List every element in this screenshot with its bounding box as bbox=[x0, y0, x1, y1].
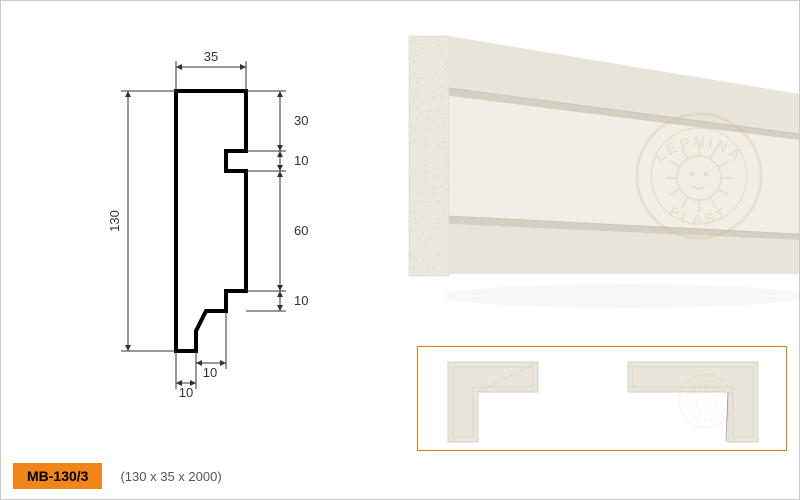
svg-text:10: 10 bbox=[179, 385, 193, 400]
svg-text:130: 130 bbox=[107, 210, 122, 232]
svg-text:10: 10 bbox=[294, 153, 308, 168]
svg-text:35: 35 bbox=[204, 49, 218, 64]
svg-text:30: 30 bbox=[294, 113, 308, 128]
product-dimensions: (130 x 35 x 2000) bbox=[120, 469, 221, 484]
brand-watermark-small: LEPNINAPLAST bbox=[676, 371, 736, 431]
product-label-bar: МВ-130/3 (130 x 35 x 2000) bbox=[13, 463, 222, 489]
svg-text:60: 60 bbox=[294, 223, 308, 238]
corner-pieces-panel: LEPNINAPLAST bbox=[417, 346, 787, 451]
product-code: МВ-130/3 bbox=[13, 463, 102, 489]
molding-render: LEPNINAPLAST bbox=[404, 16, 799, 336]
svg-text:10: 10 bbox=[294, 293, 308, 308]
svg-text:LEPNINA: LEPNINA bbox=[652, 134, 747, 166]
brand-watermark: LEPNINAPLAST bbox=[629, 106, 769, 246]
svg-text:10: 10 bbox=[203, 365, 217, 380]
profile-diagram: 35 130 30 10 60 10 10 10 bbox=[41, 21, 361, 421]
